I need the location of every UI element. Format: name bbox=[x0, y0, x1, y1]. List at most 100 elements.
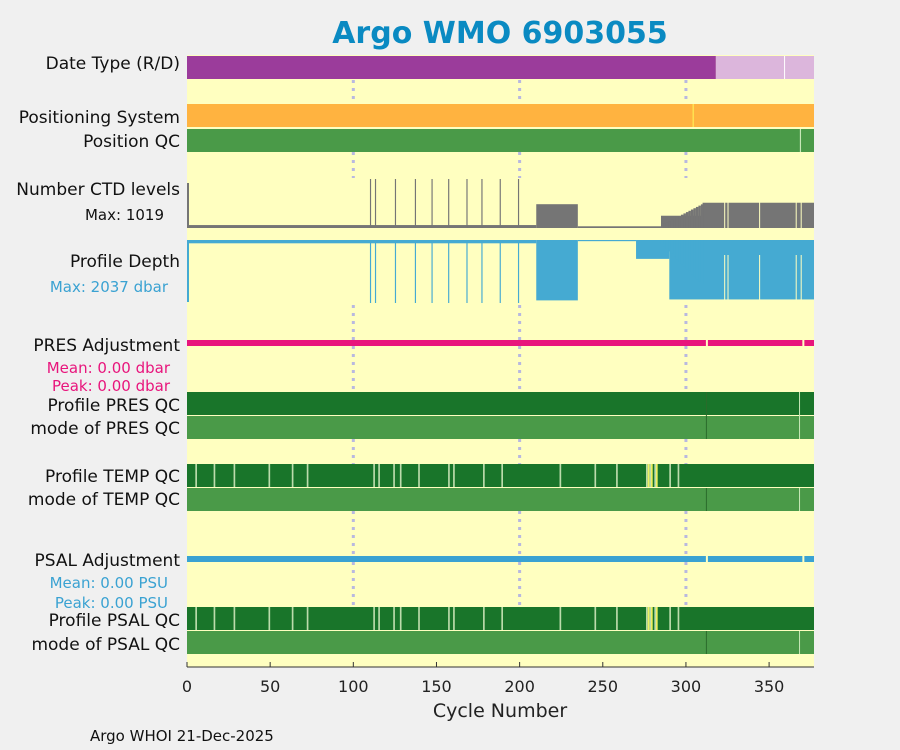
temp-qc-light-8 bbox=[393, 464, 395, 487]
psal-qc-light-19 bbox=[649, 607, 652, 630]
ctd-spike-3 bbox=[414, 179, 417, 228]
depth-ramp-bar bbox=[693, 240, 696, 277]
label-psal-qc-mode: mode of PSAL QC bbox=[31, 635, 180, 655]
temp-qc-light-13 bbox=[483, 464, 485, 487]
temp-qc-light-11 bbox=[448, 464, 450, 487]
psal-mode-divider-1 bbox=[799, 631, 801, 654]
temp-qc-light-10 bbox=[418, 464, 420, 487]
ctd-ramp-bar bbox=[670, 219, 674, 228]
ctd-spike-1 bbox=[374, 179, 377, 228]
label-depth-max: Max: 2037 dbar bbox=[50, 278, 169, 296]
ctd-spike-8 bbox=[499, 179, 501, 228]
psal-qc-light-2 bbox=[233, 607, 236, 630]
depth-segment-0 bbox=[187, 240, 537, 244]
psal-qc-light-9 bbox=[399, 607, 402, 630]
depth-spike-2 bbox=[394, 240, 397, 303]
psal-qc-light-15 bbox=[559, 607, 562, 630]
label-pres-mean: Mean: 0.00 dbar bbox=[47, 359, 171, 377]
psal-qc-light-10 bbox=[418, 607, 420, 630]
depth-segment-1 bbox=[536, 240, 578, 301]
date-type-realtime-band bbox=[187, 56, 716, 79]
ctd-spike-5 bbox=[448, 179, 450, 228]
ctd-spike-7 bbox=[481, 179, 483, 228]
depth-first-cycle bbox=[187, 240, 189, 302]
label-temp-qc-mode: mode of TEMP QC bbox=[28, 490, 180, 510]
ctd-segment-2 bbox=[577, 226, 661, 228]
ctd-ramp-bar bbox=[693, 208, 696, 228]
depth-gap-0 bbox=[724, 255, 726, 305]
label-pres-adjustment: PRES Adjustment bbox=[33, 336, 180, 356]
x-tick-label-300: 300 bbox=[671, 677, 702, 696]
temp-qc-light-18 bbox=[646, 464, 648, 487]
temp-qc-light-12 bbox=[453, 464, 455, 487]
temp-qc-light-2 bbox=[233, 464, 236, 487]
temp-qc-light-22 bbox=[677, 464, 680, 487]
ctd-segment-0 bbox=[187, 225, 537, 228]
profile-psal-qc-band bbox=[187, 607, 814, 630]
temp-qc-light-15 bbox=[559, 464, 562, 487]
psal-qc-light-3 bbox=[268, 607, 271, 630]
psal-qc-light-16 bbox=[594, 607, 597, 630]
pres-qc-divider-1 bbox=[799, 392, 801, 439]
x-axis-label: Cycle Number bbox=[433, 700, 567, 722]
depth-ramp-bar bbox=[690, 240, 694, 275]
temp-qc-light-1 bbox=[213, 464, 216, 487]
psal-mode-divider-0 bbox=[705, 631, 707, 654]
temp-qc-light-21 bbox=[669, 464, 671, 487]
ctd-ramp-bar bbox=[665, 222, 669, 228]
ctd-ramp-bar bbox=[668, 221, 671, 228]
depth-ramp-bar bbox=[675, 240, 679, 260]
ctd-gap-4 bbox=[800, 178, 802, 228]
depth-ramp-bar bbox=[685, 240, 689, 270]
depth-ramp-bar bbox=[678, 240, 681, 262]
ctd-ramp-bar bbox=[685, 212, 689, 228]
label-pres-peak: Peak: 0.00 dbar bbox=[52, 377, 171, 395]
date-type-divider bbox=[784, 56, 786, 79]
label-pres-qc-mode: mode of PRES QC bbox=[30, 419, 180, 439]
depth-ramp-bar bbox=[683, 240, 686, 267]
profile-pres-qc-band bbox=[187, 392, 814, 415]
pres-adjustment-line bbox=[187, 340, 814, 346]
temp-qc-yellow-2 bbox=[656, 464, 658, 487]
positioning-tick bbox=[692, 104, 694, 127]
depth-ramp-bar bbox=[663, 240, 666, 247]
psal-qc-light-8 bbox=[393, 607, 395, 630]
x-tick-label-0: 0 bbox=[182, 677, 192, 696]
psal-qc-mode-band bbox=[187, 631, 814, 654]
depth-gap-4 bbox=[800, 255, 802, 305]
depth-ramp-bar bbox=[695, 240, 699, 280]
psal-qc-light-11 bbox=[448, 607, 450, 630]
depth-segment-3 bbox=[636, 240, 670, 259]
temp-mode-divider-0 bbox=[705, 488, 707, 511]
temp-mode-divider-1 bbox=[799, 488, 801, 511]
footer-credit: Argo WHOI 21-Dec-2025 bbox=[90, 727, 274, 745]
pres-adjustment-gap-1 bbox=[802, 340, 805, 346]
ctd-spike-9 bbox=[517, 179, 520, 228]
label-date-type: Date Type (R/D) bbox=[46, 54, 180, 74]
ctd-ramp-bar bbox=[680, 214, 684, 228]
ctd-ramp-bar bbox=[683, 213, 686, 228]
ctd-ramp-bar bbox=[698, 205, 701, 228]
temp-qc-light-20 bbox=[654, 464, 657, 487]
psal-adjustment-gap-0 bbox=[705, 556, 708, 562]
label-positioning-system: Positioning System bbox=[19, 108, 180, 128]
ctd-first-cycle bbox=[187, 183, 189, 228]
temp-qc-light-0 bbox=[195, 464, 197, 487]
psal-adjustment-line bbox=[187, 556, 814, 562]
ctd-ramp-bar bbox=[678, 215, 681, 228]
ctd-segment-1 bbox=[536, 204, 578, 228]
ctd-ramp-bar bbox=[675, 217, 679, 228]
x-axis: 0 50 100 150 200 250 300 350 bbox=[182, 662, 814, 696]
depth-spike-4 bbox=[431, 240, 433, 303]
ctd-ramp-bar bbox=[688, 210, 691, 228]
x-tick-label-250: 250 bbox=[588, 677, 619, 696]
x-tick-label-100: 100 bbox=[338, 677, 369, 696]
ctd-gap-2 bbox=[759, 178, 761, 228]
temp-qc-light-16 bbox=[594, 464, 597, 487]
depth-spike-8 bbox=[499, 240, 501, 303]
gridlines-layer bbox=[351, 80, 688, 607]
ctd-spike-2 bbox=[394, 179, 397, 228]
depth-spike-7 bbox=[481, 240, 483, 303]
ctd-segment-4 bbox=[702, 202, 814, 228]
ctd-spike-0 bbox=[369, 179, 372, 228]
